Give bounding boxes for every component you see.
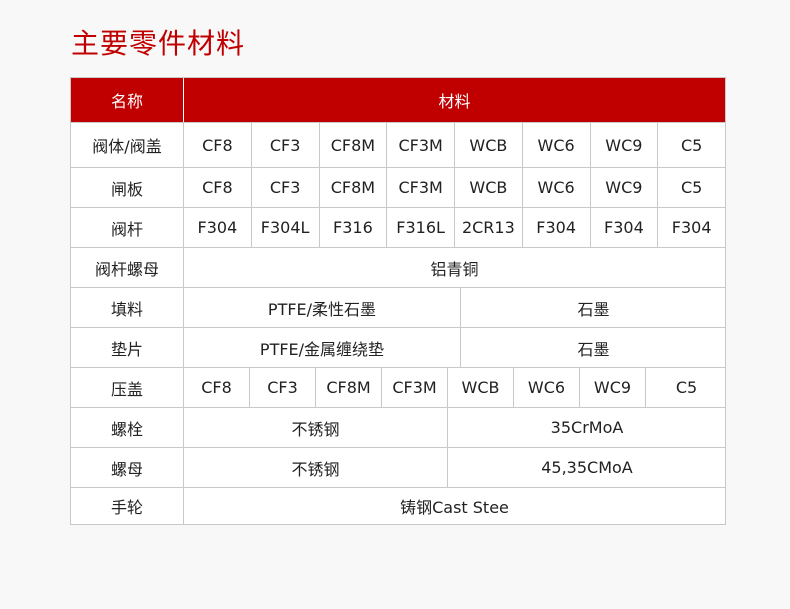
table-row: 阀体/阀盖 CF8 CF3 CF8M CF3M WCB WC6 WC9 C5 <box>71 122 725 167</box>
material-cell: CF8M <box>318 123 387 167</box>
material-cell: 石墨 <box>460 288 726 327</box>
material-cell: CF3 <box>249 368 315 407</box>
part-name: 手轮 <box>110 498 143 517</box>
material-cell: WC9 <box>589 168 658 207</box>
material-cell: 45,35CMoA <box>447 448 726 487</box>
header-name: 名称 <box>110 92 143 111</box>
material-cell: 铸钢Cast Stee <box>183 488 725 524</box>
material-cell: WCB <box>454 123 522 167</box>
material-cell: C5 <box>657 168 725 207</box>
part-name: 阀杆 <box>110 219 143 239</box>
material-cell: F304 <box>657 208 725 247</box>
material-cell: F316 <box>318 208 387 247</box>
table-row: 填料 PTFE/柔性石墨 石墨 <box>71 287 725 327</box>
material-cell: WC9 <box>579 368 645 407</box>
part-name: 螺母 <box>110 459 143 479</box>
table-row: 螺栓 不锈钢 35CrMoA <box>71 407 725 447</box>
table-row: 阀杆 F304 F304L F316 F316L 2CR13 F304 F304 F304 <box>71 207 725 247</box>
part-name: 垫片 <box>110 339 143 359</box>
material-cell: CF3M <box>386 168 454 207</box>
page-title: 主要零件材料 <box>71 27 246 60</box>
material-cell: C5 <box>645 368 727 407</box>
header-material: 材料 <box>183 78 725 122</box>
part-name: 阀体/阀盖 <box>92 137 162 156</box>
material-cell: F316L <box>386 208 454 247</box>
material-cell: 石墨 <box>460 328 726 367</box>
material-cell: CF8M <box>315 368 381 407</box>
material-cell: PTFE/金属缠绕垫 <box>183 328 460 367</box>
part-name: 阀杆螺母 <box>94 259 159 279</box>
material-cell: CF8 <box>183 123 251 167</box>
material-cell: 35CrMoA <box>447 408 726 447</box>
material-cell: WCB <box>454 168 522 207</box>
material-cell: WC6 <box>521 123 590 167</box>
material-cell: 不锈钢 <box>183 448 447 487</box>
material-cell: CF8 <box>183 168 251 207</box>
material-cell: 2CR13 <box>454 208 522 247</box>
material-cell: C5 <box>657 123 725 167</box>
material-cell: WC6 <box>521 168 590 207</box>
material-cell: CF3M <box>386 123 454 167</box>
material-cell: PTFE/柔性石墨 <box>183 288 460 327</box>
material-cell: WCB <box>447 368 513 407</box>
part-name: 螺栓 <box>110 419 143 439</box>
material-cell: F304 <box>521 208 590 247</box>
material-cell: F304 <box>589 208 658 247</box>
material-cell: F304 <box>183 208 251 247</box>
material-cell: 铝青铜 <box>183 248 725 287</box>
material-cell: 不锈钢 <box>183 408 447 447</box>
material-cell: CF3M <box>381 368 447 407</box>
table-row: 闸板 CF8 CF3 CF8M CF3M WCB WC6 WC9 C5 <box>71 167 725 207</box>
table-row: 压盖 CF8 CF3 CF8M CF3M WCB WC6 WC9 C5 <box>71 367 725 407</box>
table-row: 螺母 不锈钢 45,35CMoA <box>71 447 725 487</box>
part-name: 闸板 <box>110 179 143 199</box>
table-row: 阀杆螺母 铝青铜 <box>71 247 725 287</box>
part-name: 填料 <box>110 299 143 319</box>
materials-table: 名称 材料 阀体/阀盖 CF8 CF3 CF8M CF3M WCB WC6 WC9 C5 闸板 CF… <box>70 77 726 525</box>
material-cell: CF8 <box>183 368 249 407</box>
material-cell: CF3 <box>250 123 319 167</box>
material-cell: CF8M <box>318 168 387 207</box>
table-header: 名称 材料 <box>71 78 725 122</box>
material-cell: WC6 <box>513 368 579 407</box>
part-name: 压盖 <box>110 379 143 399</box>
material-cell: CF3 <box>250 168 319 207</box>
material-cell: F304L <box>250 208 319 247</box>
table-row: 手轮 铸钢Cast Stee <box>71 487 725 524</box>
material-cell: WC9 <box>589 123 658 167</box>
table-row: 垫片 PTFE/金属缠绕垫 石墨 <box>71 327 725 367</box>
